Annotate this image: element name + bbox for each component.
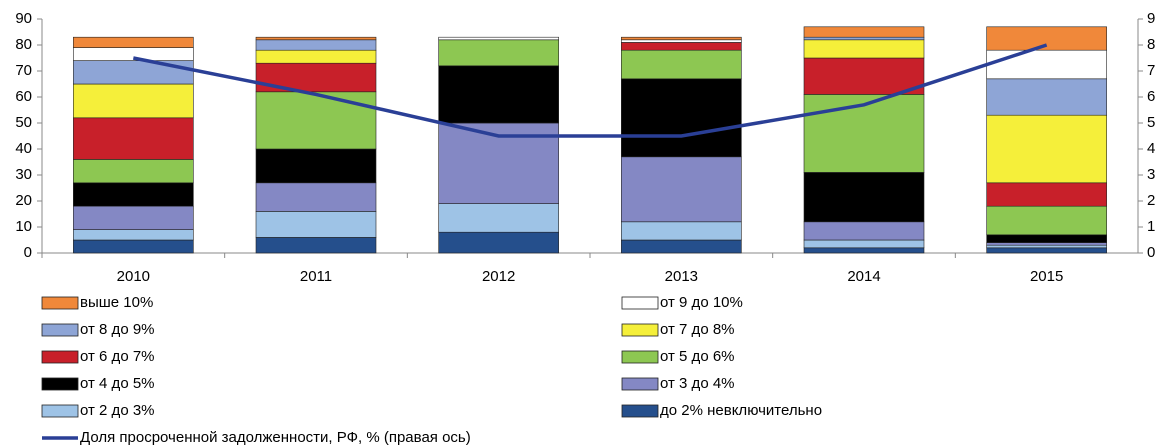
bar-segment bbox=[803, 36, 925, 41]
legend-label: от 9 до 10% bbox=[660, 294, 743, 311]
bar-segment bbox=[803, 94, 925, 173]
y-tick-label: 0 bbox=[24, 244, 32, 261]
bar-segment bbox=[73, 205, 194, 230]
x-tick-label: 2015 bbox=[1030, 268, 1063, 285]
bar-segment bbox=[255, 39, 377, 51]
bar-segment bbox=[621, 49, 742, 80]
y2-tick-label: 3 bbox=[1147, 166, 1155, 183]
y-tick-label: 80 bbox=[15, 36, 32, 53]
legend-label: выше 10% bbox=[80, 294, 153, 311]
bar-segment bbox=[73, 117, 194, 160]
legend-swatch bbox=[41, 377, 79, 391]
y-tick-label: 90 bbox=[15, 10, 32, 27]
legend-swatch bbox=[621, 404, 659, 418]
bar-segment bbox=[621, 221, 742, 241]
legend-label: до 2% невключительно bbox=[660, 402, 822, 419]
y-tick-label: 70 bbox=[15, 62, 32, 79]
bar-segment bbox=[803, 172, 925, 223]
bar-segment bbox=[255, 36, 377, 41]
bar-segment bbox=[803, 57, 925, 95]
bar-segment bbox=[73, 60, 194, 85]
legend-label: от 8 до 9% bbox=[80, 321, 155, 338]
bar-segment bbox=[986, 26, 1107, 51]
bar-segment bbox=[621, 36, 742, 41]
bar-segment bbox=[803, 39, 925, 59]
x-tick-label: 2010 bbox=[117, 268, 150, 285]
y2-tick-label: 8 bbox=[1147, 36, 1155, 53]
legend-swatch bbox=[41, 350, 79, 364]
x-tick-label: 2012 bbox=[482, 268, 515, 285]
y-tick-label: 20 bbox=[15, 192, 32, 209]
bar-segment bbox=[986, 244, 1107, 249]
bar-segment bbox=[255, 182, 377, 212]
legend-label: от 2 до 3% bbox=[80, 402, 155, 419]
y-tick-label: 10 bbox=[15, 218, 32, 235]
bar-segment bbox=[255, 91, 377, 150]
legend-label: от 6 до 7% bbox=[80, 348, 155, 365]
bar-segment bbox=[621, 78, 742, 158]
y-tick-label: 60 bbox=[15, 88, 32, 105]
bar-segment bbox=[986, 114, 1107, 184]
bar-segment bbox=[986, 205, 1107, 236]
bar-segment bbox=[803, 247, 925, 254]
bar-segment bbox=[986, 78, 1107, 116]
bar-segment bbox=[255, 211, 377, 238]
bar-segment bbox=[621, 239, 742, 254]
bar-segment bbox=[73, 229, 194, 241]
bar-segment bbox=[438, 36, 559, 41]
bar-segment bbox=[986, 242, 1107, 246]
bar-segment bbox=[255, 49, 377, 64]
bar-segment bbox=[255, 237, 377, 254]
x-tick-label: 2014 bbox=[847, 268, 880, 285]
bar-segment bbox=[438, 65, 559, 124]
y-tick-label: 50 bbox=[15, 114, 32, 131]
line-series bbox=[132, 43, 1048, 138]
bar-segment bbox=[986, 234, 1107, 243]
y-tick-label: 40 bbox=[15, 140, 32, 157]
bar-segment bbox=[803, 239, 925, 249]
legend-swatch bbox=[621, 377, 659, 391]
y2-tick-label: 1 bbox=[1147, 218, 1155, 235]
legend-swatch bbox=[621, 296, 659, 310]
bar-segment bbox=[438, 231, 559, 254]
bar-segment bbox=[621, 42, 742, 51]
legend-swatch bbox=[41, 404, 79, 418]
bar-segment bbox=[73, 36, 194, 48]
bar-segment bbox=[621, 39, 742, 43]
y2-tick-label: 2 bbox=[1147, 192, 1155, 209]
bar-segment bbox=[621, 156, 742, 223]
y2-tick-label: 7 bbox=[1147, 62, 1155, 79]
y-tick-label: 30 bbox=[15, 166, 32, 183]
bar-segment bbox=[803, 26, 925, 38]
bar-segment bbox=[438, 39, 559, 67]
y2-tick-label: 0 bbox=[1147, 244, 1155, 261]
bar-segment bbox=[73, 83, 194, 119]
legend-label: от 5 до 6% bbox=[660, 348, 735, 365]
y2-tick-label: 9 bbox=[1147, 10, 1155, 27]
bar-segment bbox=[73, 182, 194, 207]
legend-swatch bbox=[621, 323, 659, 337]
bar-segment bbox=[803, 221, 925, 241]
legend-label: от 3 до 4% bbox=[660, 375, 735, 392]
legend-label: от 7 до 8% bbox=[660, 321, 735, 338]
y2-tick-label: 6 bbox=[1147, 88, 1155, 105]
bar-segment bbox=[986, 247, 1107, 254]
legend-label: от 4 до 5% bbox=[80, 375, 155, 392]
x-tick-label: 2013 bbox=[665, 268, 698, 285]
bar-segment bbox=[986, 49, 1107, 80]
legend-swatch bbox=[41, 296, 79, 310]
bar-segment bbox=[255, 148, 377, 184]
bar-segment bbox=[986, 182, 1107, 207]
x-tick-label: 2011 bbox=[300, 268, 332, 285]
y2-tick-label: 4 bbox=[1147, 140, 1155, 157]
y2-tick-label: 5 bbox=[1147, 114, 1155, 131]
legend-swatch bbox=[41, 323, 79, 337]
bar-segment bbox=[73, 159, 194, 184]
legend-label: Доля просроченной задолженности, РФ, % (… bbox=[80, 429, 471, 446]
legend-swatch bbox=[621, 350, 659, 364]
bar-segment bbox=[73, 239, 194, 254]
bar-segment bbox=[438, 203, 559, 233]
